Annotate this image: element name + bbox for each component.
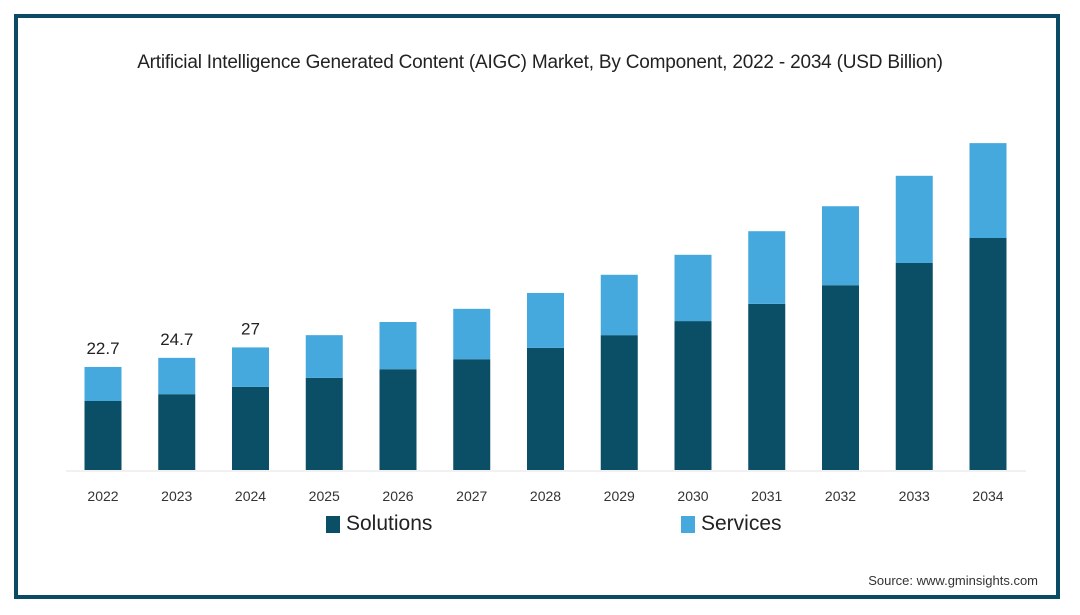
x-tick-2024: 2024 — [235, 488, 266, 504]
bar-solutions-2026 — [379, 369, 417, 470]
bar-services-2024 — [232, 347, 269, 387]
bar-solutions-2033 — [895, 262, 933, 470]
legend: Solutions Services — [0, 512, 1080, 540]
x-tick-2026: 2026 — [382, 488, 413, 504]
data-label-2024: 27 — [241, 319, 260, 338]
x-tick-2034: 2034 — [972, 488, 1003, 504]
bar-services-2026 — [379, 321, 417, 370]
x-tick-labels: 2022 2023 2024 2025 2026 2027 2028 2029 2030 2031… — [87, 488, 1003, 504]
legend-item-services: Services — [681, 512, 782, 536]
x-tick-2025: 2025 — [309, 488, 340, 504]
x-tick-2027: 2027 — [456, 488, 487, 504]
bar-solutions-2031 — [748, 303, 786, 470]
bar-solutions-2029 — [600, 335, 638, 470]
bar-services-2025 — [305, 335, 343, 378]
bars-group — [84, 143, 1007, 470]
bar-solutions-2025 — [305, 377, 343, 470]
bar-solutions-2027 — [453, 359, 491, 470]
x-tick-2031: 2031 — [751, 488, 782, 504]
data-labels: 22.7 24.7 27 — [86, 319, 260, 358]
bar-solutions-2023 — [158, 394, 196, 470]
chart-title: Artificial Intelligence Generated Conten… — [137, 52, 943, 73]
legend-item-solutions: Solutions — [326, 512, 432, 536]
data-label-2023: 24.7 — [160, 330, 193, 349]
x-tick-2032: 2032 — [825, 488, 856, 504]
legend-swatch-solutions — [326, 515, 340, 533]
bar-services-2034 — [969, 143, 1007, 239]
bar-services-2030 — [674, 254, 712, 322]
bar-services-2033 — [895, 175, 933, 263]
bar-solutions-2030 — [674, 321, 712, 470]
bar-services-2022 — [84, 366, 122, 401]
legend-label-services: Services — [701, 512, 782, 535]
x-tick-2023: 2023 — [161, 488, 192, 504]
bar-services-2023 — [158, 357, 196, 395]
x-tick-2029: 2029 — [604, 488, 635, 504]
x-tick-2028: 2028 — [530, 488, 561, 504]
bar-solutions-2032 — [822, 285, 859, 470]
bar-services-2032 — [822, 206, 859, 286]
bar-solutions-2034 — [969, 238, 1007, 470]
legend-swatch-services — [681, 515, 695, 533]
data-label-2022: 22.7 — [86, 339, 119, 358]
bar-solutions-2022 — [84, 400, 122, 470]
legend-label-solutions: Solutions — [346, 512, 433, 535]
source-note: Source: www.gminsights.com — [868, 573, 1038, 588]
x-tick-2030: 2030 — [677, 488, 708, 504]
bar-solutions-2028 — [527, 347, 564, 470]
bar-services-2029 — [600, 274, 638, 336]
bar-solutions-2024 — [232, 386, 269, 470]
x-tick-2033: 2033 — [899, 488, 930, 504]
x-tick-2022: 2022 — [87, 488, 118, 504]
bar-services-2027 — [453, 308, 491, 360]
bar-services-2031 — [748, 231, 786, 304]
bar-services-2028 — [527, 292, 564, 348]
